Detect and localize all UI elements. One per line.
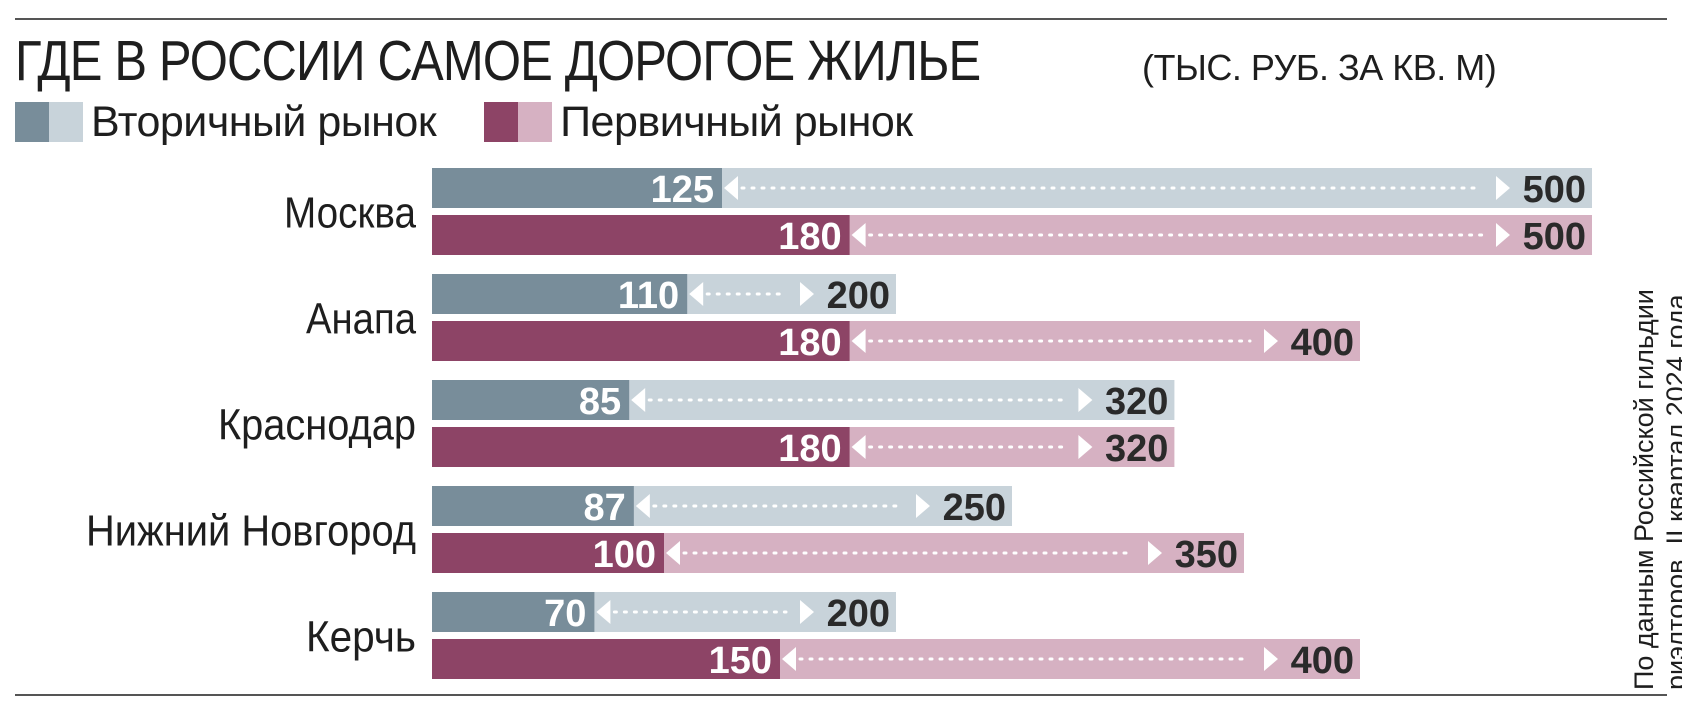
legend-label-primary: Первичный рынок [560,97,913,146]
min-bar-secondary [432,592,595,632]
max-value-label-primary: 400 [1291,322,1354,364]
max-value-label-primary: 400 [1291,640,1354,682]
min-value-label-primary: 180 [778,216,841,258]
max-value-label-primary: 500 [1523,216,1586,258]
category-label: Анапа [306,295,416,344]
swatch-light-secondary [49,102,83,142]
min-value-label-primary: 150 [709,640,772,682]
min-arrow-primary [782,647,796,671]
category-label: Москва [284,189,416,238]
max-value-label-secondary: 200 [827,593,890,635]
max-arrow-secondary [916,494,930,518]
chart-title: ГДЕ В РОССИИ САМОЕ ДОРОГОЕ ЖИЛЬЕ (ТЫС. Р… [15,28,1497,94]
min-arrow-primary [851,223,866,247]
legend: Вторичный рынок Первичный рынок [15,98,961,146]
source-note: По данным Российской гильдии риэлторов, … [1628,230,1682,690]
min-bar-secondary [432,274,688,314]
max-arrow-primary [1264,647,1278,671]
min-bar-primary [432,215,850,255]
min-value-label-primary: 180 [778,428,841,470]
min-value-label-secondary: 85 [579,381,621,423]
min-bar-secondary [432,168,722,208]
min-value-label-secondary: 110 [618,275,679,317]
legend-item-primary: Первичный рынок [484,97,913,147]
max-arrow-secondary [1078,388,1093,412]
min-bar-primary [432,639,780,679]
max-value-label-secondary: 250 [943,487,1006,529]
min-bar-secondary [432,380,630,420]
min-arrow-secondary [689,282,704,306]
category-label: Краснодар [218,401,416,450]
top-rule [15,18,1667,20]
min-value-label-primary: 180 [778,322,841,364]
source-line-1: По данным Российской гильдии [1629,289,1659,690]
category-label: Нижний Новгород [86,507,416,556]
bar-chart: Москва 125 500 180 500 Анапа 110 200 180 400 Красн… [86,168,1592,682]
title-main: ГДЕ В РОССИИ САМОЕ ДОРОГОЕ ЖИЛЬЕ [15,29,981,93]
legend-label-secondary: Вторичный рынок [91,97,437,146]
max-arrow-primary [1264,329,1278,353]
legend-swatch-primary [484,102,553,142]
bottom-rule [15,694,1667,696]
min-value-label-primary: 100 [593,534,656,576]
min-arrow-secondary [596,600,611,624]
min-arrow-secondary [635,494,650,518]
min-arrow-primary [851,329,866,353]
title-unit: (ТЫС. РУБ. ЗА КВ. М) [1141,47,1497,88]
min-value-label-secondary: 125 [651,169,714,211]
swatch-light-primary [518,102,553,142]
min-arrow-secondary [631,388,646,412]
max-value-label-primary: 350 [1175,534,1238,576]
min-value-label-secondary: 70 [544,593,586,635]
swatch-dark-primary [484,102,519,142]
min-bar-primary [432,533,664,573]
max-arrow-secondary [800,282,814,306]
max-value-label-secondary: 320 [1105,381,1168,423]
legend-swatch-secondary [15,102,83,142]
swatch-dark-secondary [15,102,49,142]
max-value-label-secondary: 500 [1523,169,1586,211]
max-value-label-primary: 320 [1105,428,1168,470]
source-line-2: риэлторов, II квартал 2024 года [1661,294,1682,690]
max-arrow-primary [1496,223,1510,247]
min-value-label-secondary: 87 [584,487,626,529]
max-arrow-secondary [800,600,814,624]
min-bar-secondary [432,486,634,526]
max-arrow-primary [1148,541,1162,565]
max-arrow-primary [1078,435,1093,459]
category-label: Керчь [306,613,416,662]
min-arrow-secondary [724,176,738,200]
min-arrow-primary [666,541,680,565]
min-arrow-primary [851,435,866,459]
min-bar-primary [432,321,850,361]
max-arrow-secondary [1496,176,1510,200]
max-value-label-secondary: 200 [827,275,890,317]
legend-item-secondary: Вторичный рынок [15,97,437,147]
min-bar-primary [432,427,850,467]
